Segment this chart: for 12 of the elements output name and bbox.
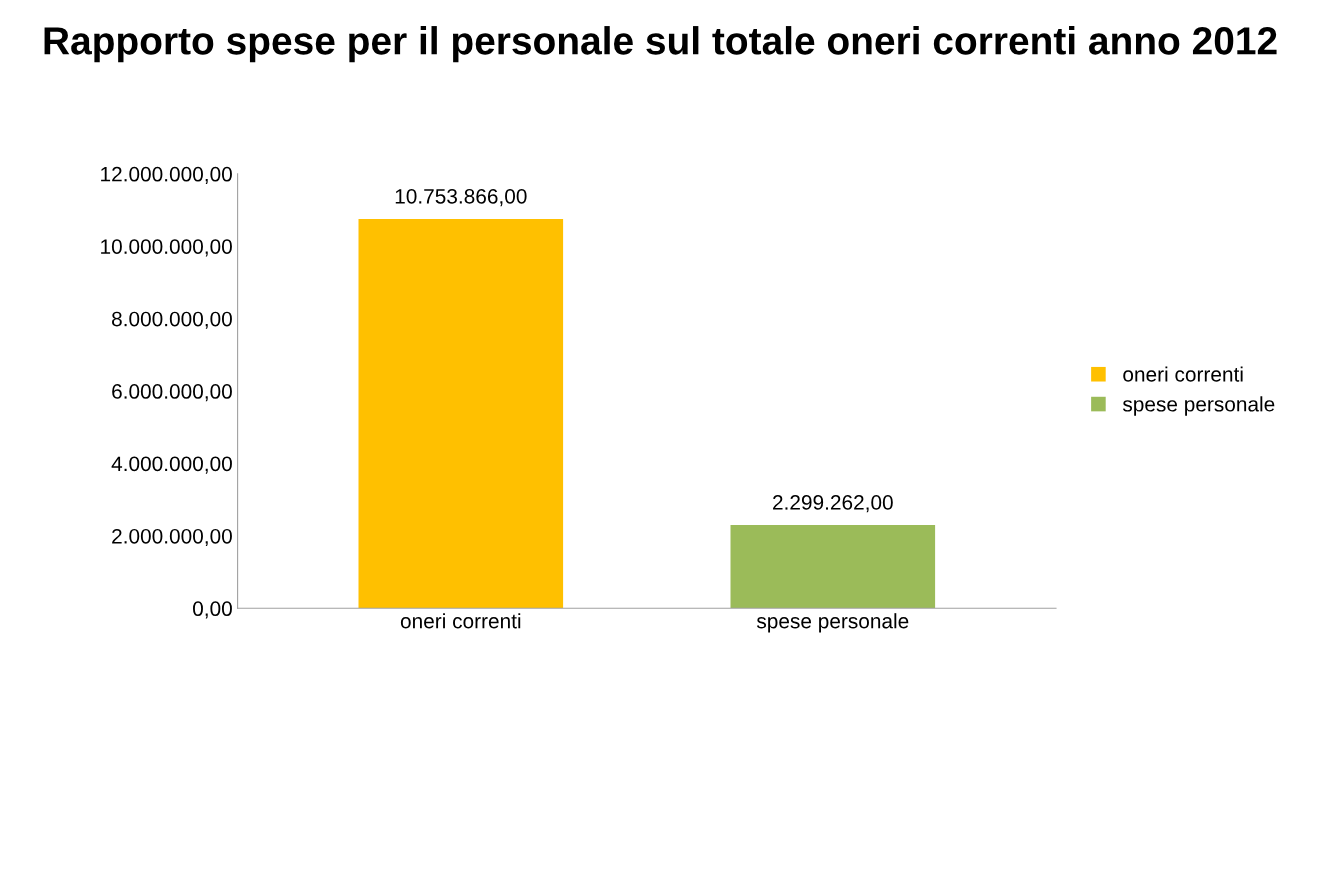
chart-title: Rapporto spese per il personale sul totale oneri correnti anno 2012	[44, 26, 1277, 63]
data-label: 10.753.866,00	[395, 188, 527, 207]
y-tick-label: 8.000.000,00	[112, 311, 232, 329]
y-tick-label: 6.000.000,00	[112, 384, 232, 402]
y-tick-label: 12.000.000,00	[101, 166, 232, 185]
data-label: 2.299.262,00	[773, 495, 893, 513]
legend-label: spese personale	[1122, 396, 1275, 416]
y-tick-label: 4.000.000,00	[111, 456, 232, 474]
y-tick-label: 0,00	[193, 601, 232, 619]
y-tick-label: 2.000.000,00	[112, 528, 232, 547]
legend-label: oneri correnti	[1123, 366, 1243, 382]
y-tick-label: 10.000.000,00	[101, 239, 232, 257]
